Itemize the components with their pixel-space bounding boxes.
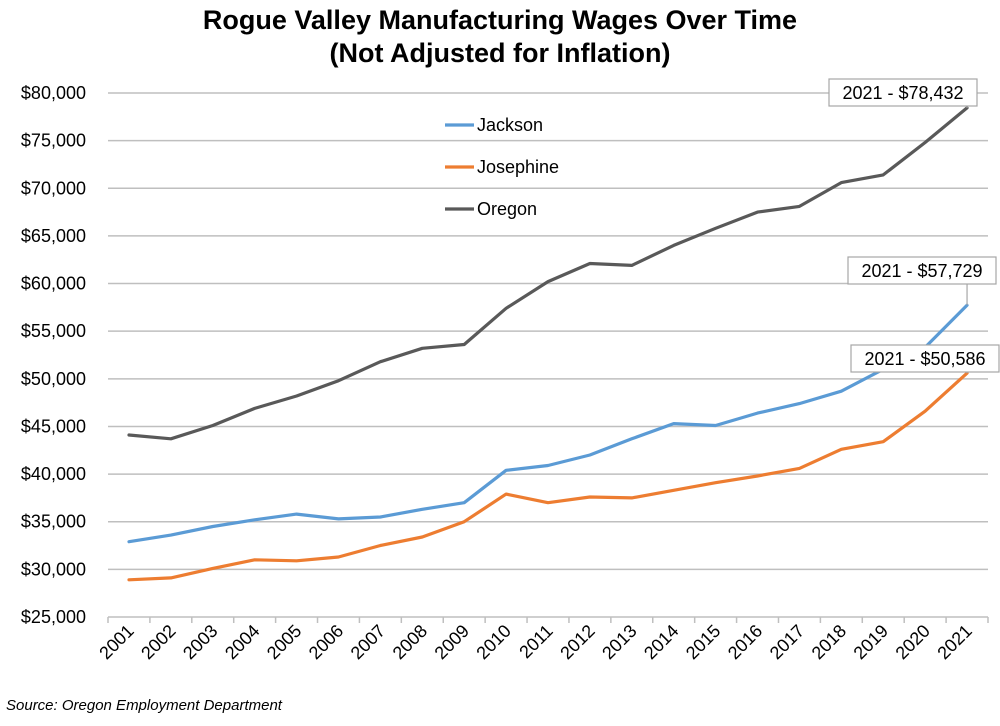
x-tick-label: 2006 — [305, 621, 347, 663]
y-tick-label: $80,000 — [21, 83, 86, 103]
annotation-label: 2021 - $78,432 — [842, 83, 963, 103]
x-tick-label: 2002 — [137, 621, 179, 663]
y-tick-label: $75,000 — [21, 131, 86, 151]
x-tick-label: 2019 — [850, 621, 892, 663]
y-tick-label: $50,000 — [21, 369, 86, 389]
x-tick-label: 2008 — [389, 621, 431, 663]
annotation-box — [850, 344, 1000, 373]
source-note: Source: Oregon Employment Department — [6, 697, 282, 714]
series-line-oregon — [127, 106, 969, 441]
annotation-label: 2021 - $57,729 — [861, 261, 982, 281]
x-tick-label: 2016 — [724, 621, 766, 663]
x-tick-label: 2009 — [431, 621, 473, 663]
x-tick-label: 2011 — [515, 621, 557, 663]
chart-title: Rogue Valley Manufacturing Wages Over Ti… — [202, 5, 798, 35]
legend-label-josephine: Josephine — [477, 157, 559, 177]
x-tick-label: 2010 — [472, 621, 514, 663]
legend-label-jackson: Jackson — [477, 115, 543, 135]
x-tick-label: 2005 — [263, 621, 305, 663]
annotation-label: 2021 - $50,586 — [864, 349, 985, 369]
series-line-josephine — [127, 371, 969, 582]
x-tick-label: 2012 — [556, 621, 598, 663]
y-tick-label: $65,000 — [21, 226, 86, 246]
x-tick-label: 2017 — [766, 621, 808, 663]
annotation-box — [847, 256, 997, 285]
x-tick-label: 2018 — [808, 621, 850, 663]
y-tick-label: $30,000 — [21, 559, 86, 579]
x-tick-label: 2020 — [892, 621, 934, 663]
x-tick-label: 2003 — [179, 621, 221, 663]
x-tick-label: 2015 — [682, 621, 724, 663]
y-tick-label: $35,000 — [21, 512, 86, 532]
annotation-box — [828, 78, 978, 107]
x-tick-label: 2021 — [933, 621, 975, 663]
y-tick-label: $70,000 — [21, 178, 86, 198]
x-tick-label: 2014 — [640, 621, 682, 663]
x-tick-label: 2001 — [95, 621, 137, 663]
x-tick-label: 2004 — [221, 621, 263, 663]
y-tick-label: $55,000 — [21, 321, 86, 341]
y-tick-label: $25,000 — [21, 607, 86, 627]
y-tick-label: $45,000 — [21, 416, 86, 436]
y-tick-label: $40,000 — [21, 464, 86, 484]
legend-label-oregon: Oregon — [477, 199, 537, 219]
y-tick-label: $60,000 — [21, 274, 86, 294]
chart-title-block: Rogue Valley Manufacturing Wages Over Ti… — [0, 4, 1000, 70]
chart-subtitle: (Not Adjusted for Inflation) — [329, 38, 671, 68]
x-tick-label: 2007 — [347, 621, 389, 663]
x-tick-label: 2013 — [598, 621, 640, 663]
series-line-jackson — [127, 303, 969, 544]
